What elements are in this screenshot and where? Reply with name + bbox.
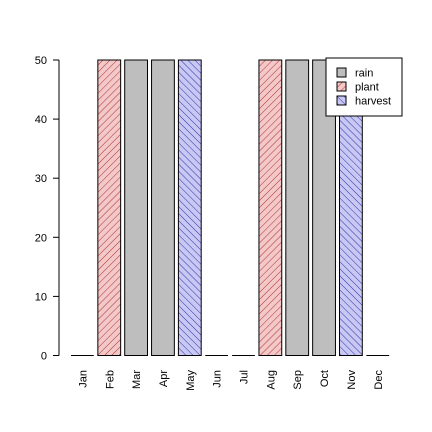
legend-label-plant: plant bbox=[355, 82, 379, 94]
x-tick-label: Nov bbox=[346, 370, 358, 390]
bar-oct bbox=[312, 59, 336, 356]
x-tick-label: Mar bbox=[131, 370, 143, 389]
y-tick-label: 50 bbox=[35, 55, 47, 67]
legend-label-rain: rain bbox=[355, 68, 373, 80]
x-axis-labels: Jan Feb Mar Apr May Jun Jul Aug Sep Oct Nov Dec bbox=[77, 370, 384, 391]
legend-swatch-plant bbox=[336, 81, 347, 92]
x-tick-label: Jan bbox=[77, 370, 89, 388]
x-tick-label: May bbox=[185, 370, 197, 391]
legend: rain plant harvest bbox=[325, 57, 403, 117]
y-tick-label: 10 bbox=[35, 291, 47, 303]
bar-mar bbox=[124, 59, 148, 356]
y-tick-label: 20 bbox=[35, 232, 47, 244]
bar-may bbox=[177, 59, 202, 356]
bars bbox=[71, 59, 390, 356]
x-tick-label: Feb bbox=[104, 370, 116, 389]
y-tick-label: 40 bbox=[35, 114, 47, 126]
y-axis: 0 10 20 30 40 50 bbox=[35, 55, 60, 363]
y-tick-label: 30 bbox=[35, 173, 47, 185]
x-tick-label: Jul bbox=[239, 370, 251, 384]
bar-aug bbox=[258, 59, 283, 356]
bar-apr bbox=[151, 59, 175, 356]
x-tick-label: Oct bbox=[319, 370, 331, 387]
bar-sep bbox=[285, 59, 310, 356]
legend-swatch-harvest bbox=[336, 95, 347, 106]
x-tick-label: Sep bbox=[292, 370, 304, 390]
x-tick-label: Apr bbox=[158, 370, 170, 387]
legend-swatch-rain bbox=[336, 67, 347, 78]
y-tick-label: 0 bbox=[41, 351, 47, 363]
bar-feb bbox=[97, 59, 122, 356]
x-tick-label: Dec bbox=[373, 370, 385, 390]
x-tick-label: Aug bbox=[265, 370, 277, 390]
legend-label-harvest: harvest bbox=[355, 96, 391, 108]
x-tick-label: Jun bbox=[212, 370, 224, 388]
